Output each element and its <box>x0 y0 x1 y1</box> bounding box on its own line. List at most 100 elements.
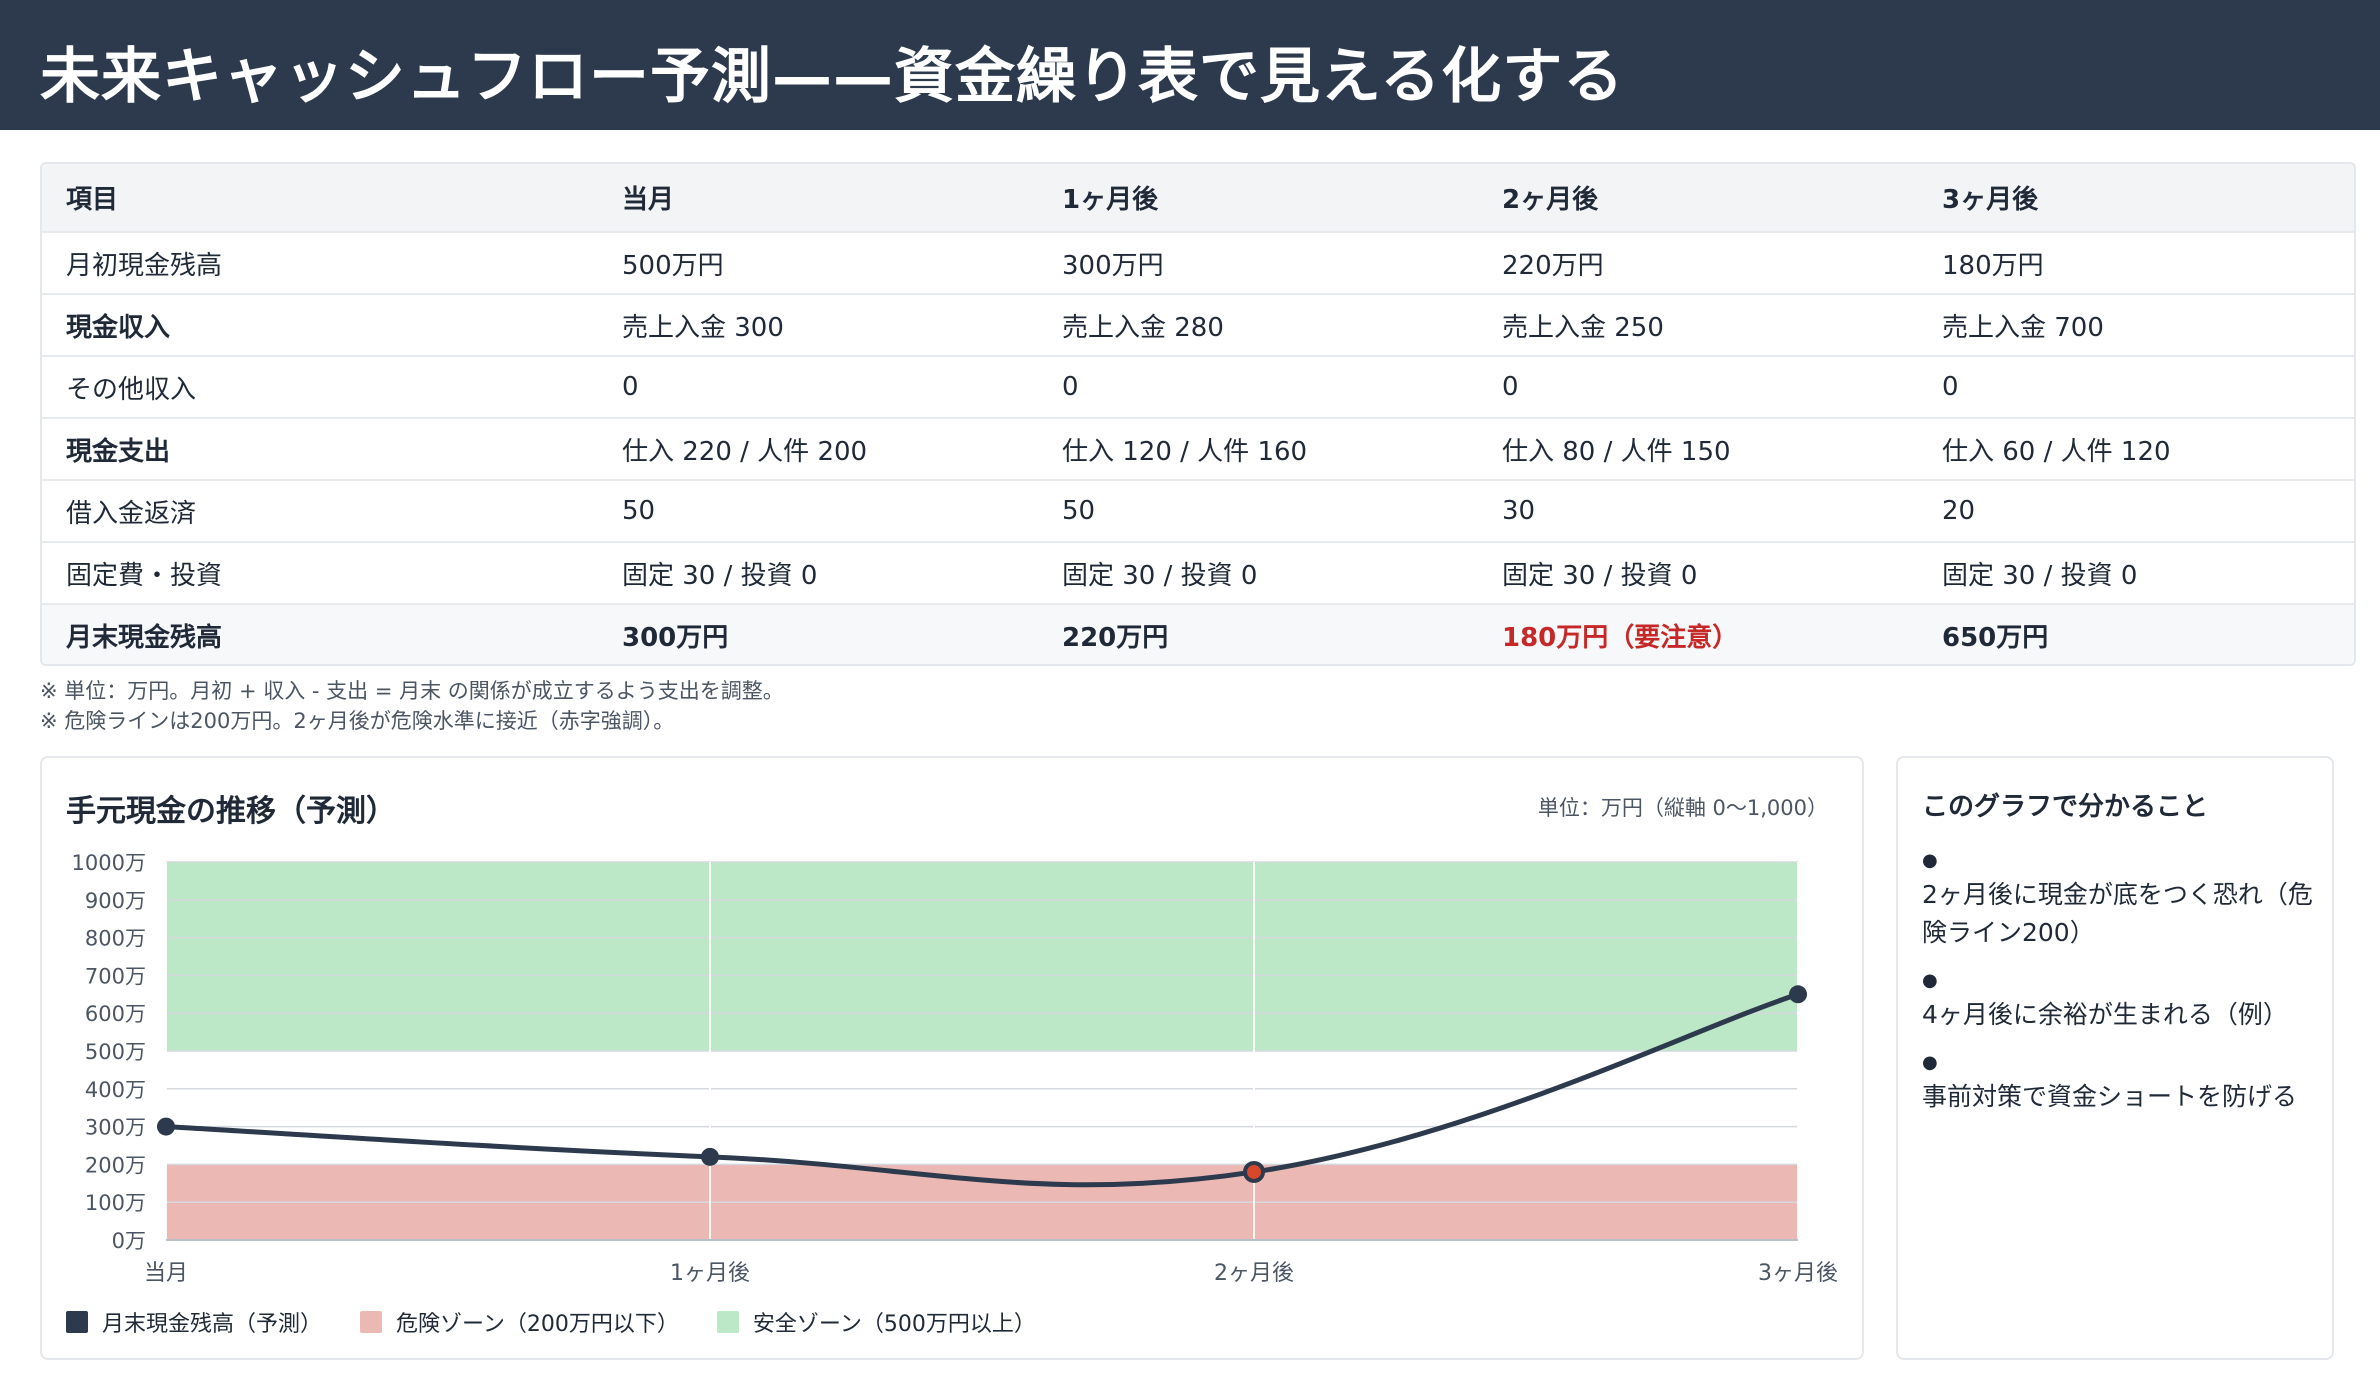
table-cell: 固定 30 / 投資 0 <box>1942 560 2138 591</box>
y-tick-label: 100万 <box>85 1191 146 1215</box>
chart-card: 0万 100万 200万 300万 400万 500万 600万 700万 800万 900万 10… <box>40 756 1864 1360</box>
table-cell: 0 <box>1062 372 1079 402</box>
table-row-other-income: その他収入 0 0 0 0 <box>42 356 2354 418</box>
note-unit: ※ 単位：万円。月初 + 収入 - 支出 = 月末 の関係が成立するよう支出を調… <box>40 679 784 703</box>
legend-item-safe: 安全ゾーン（500万円以上） <box>716 1306 1036 1338</box>
x-tick-label: 3ヶ月後 <box>1758 1261 1838 1286</box>
legend-item-series: 月末現金残高（予測） <box>66 1306 322 1338</box>
cash-trend-chart: 0万 100万 200万 300万 400万 500万 600万 700万 800万 900万 10… <box>72 851 1838 1286</box>
bullet-icon: ● <box>1922 850 1938 871</box>
insights-card: このグラフで分かること ● 2ヶ月後に現金が底をつく恐れ（危険ライン200） ● 4… <box>1896 756 2334 1360</box>
insight-text: 4ヶ月後に余裕が生まれる（例） <box>1922 1000 2288 1029</box>
table-cell: 220万円 <box>1062 623 1169 653</box>
legend-label-series: 月末現金残高（予測） <box>102 1312 323 1337</box>
bullet-icon: ● <box>1922 1052 1938 1073</box>
row-label: 現金収入 <box>66 312 171 343</box>
y-tick-label: 800万 <box>85 927 146 951</box>
table-cell: 500万円 <box>622 250 724 281</box>
row-label: 月末現金残高 <box>66 623 223 653</box>
data-point-warning <box>1243 1160 1265 1183</box>
data-point <box>1789 985 1807 1004</box>
table-cell: 仕入 120 / 人件 160 <box>1062 436 1308 467</box>
y-tick-label: 200万 <box>85 1153 146 1177</box>
table-cell: 固定 30 / 投資 0 <box>622 560 818 591</box>
legend-label-danger: 危険ゾーン（200万円以下） <box>396 1312 679 1337</box>
insights-title: このグラフで分かること <box>1922 792 2209 822</box>
row-label: 固定費・投資 <box>66 560 223 591</box>
table-row-opening-balance: 月初現金残高 500万円 300万円 220万円 180万円 <box>42 232 2354 294</box>
chart-title: 手元現金の推移（予測） <box>66 794 396 829</box>
legend-label-safe: 安全ゾーン（500万円以上） <box>752 1312 1036 1337</box>
y-tick-label: 0万 <box>112 1229 146 1253</box>
table-row-closing-balance: 月末現金残高 300万円 220万円 180万円（要注意） 650万円 <box>42 604 2354 664</box>
cashflow-table-container: 項目 当月 1ヶ月後 2ヶ月後 3ヶ月後 月初現金残高 500万円 300万円 … <box>40 162 2356 666</box>
page-title: 未来キャッシュフロー予測——資金繰り表で見える化する <box>40 42 1625 112</box>
y-tick-label: 900万 <box>85 889 146 913</box>
table-cell: 売上入金 300 <box>622 312 784 343</box>
x-tick-label: 当月 <box>144 1261 188 1286</box>
table-cell: 売上入金 700 <box>1942 312 2104 343</box>
cashflow-table: 項目 当月 1ヶ月後 2ヶ月後 3ヶ月後 月初現金残高 500万円 300万円 … <box>42 164 2354 664</box>
safe-zone-band <box>166 862 1798 1051</box>
table-cell: 固定 30 / 投資 0 <box>1062 560 1258 591</box>
page-header: 未来キャッシュフロー予測——資金繰り表で見える化する <box>0 0 2380 130</box>
table-cell: 仕入 60 / 人件 120 <box>1942 436 2171 467</box>
row-label: 月初現金残高 <box>66 250 223 281</box>
table-cell: 180万円 <box>1942 250 2044 281</box>
y-tick-label: 1000万 <box>72 851 146 875</box>
table-header-row: 項目 当月 1ヶ月後 2ヶ月後 3ヶ月後 <box>42 164 2354 232</box>
table-cell: 30 <box>1502 496 1536 526</box>
table-cell: 220万円 <box>1502 250 1604 281</box>
data-point <box>157 1117 175 1136</box>
table-row-cash-expense: 現金支出 仕入 220 / 人件 200 仕入 120 / 人件 160 仕入 … <box>42 418 2354 480</box>
insight-text: 事前対策で資金ショートを防げる <box>1922 1082 2298 1111</box>
table-notes: ※ 単位：万円。月初 + 収入 - 支出 = 月末 の関係が成立するよう支出を調… <box>40 676 784 736</box>
table-cell: 売上入金 250 <box>1502 312 1664 343</box>
table-cell: 20 <box>1942 496 1976 526</box>
table-cell: 0 <box>1502 372 1519 402</box>
x-tick-label: 2ヶ月後 <box>1214 1261 1294 1286</box>
row-label: その他収入 <box>66 374 197 405</box>
legend-swatch-safe <box>716 1311 739 1333</box>
table-row-loan-repayment: 借入金返済 50 50 30 20 <box>42 480 2354 542</box>
table-cell: 0 <box>1942 372 1959 402</box>
column-header-month-1: 1ヶ月後 <box>1062 185 1159 215</box>
y-tick-label: 500万 <box>85 1040 146 1064</box>
row-label: 借入金返済 <box>66 498 197 529</box>
legend-swatch-danger <box>360 1311 383 1333</box>
table-row-cash-income: 現金収入 売上入金 300 売上入金 280 売上入金 250 売上入金 700 <box>42 294 2354 356</box>
table-cell: 仕入 220 / 人件 200 <box>622 436 868 467</box>
bullet-icon: ● <box>1922 970 1938 991</box>
table-cell: 0 <box>622 372 639 402</box>
column-header-item: 項目 <box>66 185 119 215</box>
legend-item-danger: 危険ゾーン（200万円以下） <box>360 1306 679 1338</box>
insight-text: 2ヶ月後に現金が底をつく恐れ（危険ライン200） <box>1922 880 2313 947</box>
table-cell: 固定 30 / 投資 0 <box>1502 560 1698 591</box>
column-header-current: 当月 <box>622 185 675 215</box>
chart-legend: 月末現金残高（予測） 危険ゾーン（200万円以下） 安全ゾーン（500万円以上） <box>66 1306 1064 1338</box>
y-tick-label: 600万 <box>85 1002 146 1026</box>
y-tick-label: 300万 <box>85 1116 146 1140</box>
table-cell: 売上入金 280 <box>1062 312 1224 343</box>
insights-list: ● 2ヶ月後に現金が底をつく恐れ（危険ライン200） ● 4ヶ月後に余裕が生まれる（… <box>1922 846 2318 1130</box>
x-tick-label: 1ヶ月後 <box>670 1261 750 1286</box>
table-cell: 50 <box>1062 496 1096 526</box>
column-header-month-3: 3ヶ月後 <box>1942 185 2039 215</box>
table-cell: 300万円 <box>1062 250 1164 281</box>
legend-swatch-series <box>66 1311 88 1333</box>
list-item: ● 4ヶ月後に余裕が生まれる（例） <box>1922 966 2318 1034</box>
series-line <box>163 991 1801 1188</box>
table-row-fixed-investment: 固定費・投資 固定 30 / 投資 0 固定 30 / 投資 0 固定 30 /… <box>42 542 2354 604</box>
data-point <box>701 1147 719 1166</box>
table-cell: 650万円 <box>1942 623 2049 653</box>
table-cell: 300万円 <box>622 623 729 653</box>
table-cell-warning: 180万円（要注意） <box>1502 623 1739 653</box>
y-tick-label: 400万 <box>85 1078 146 1102</box>
table-cell: 50 <box>622 496 656 526</box>
table-cell: 仕入 80 / 人件 150 <box>1502 436 1731 467</box>
column-header-month-2: 2ヶ月後 <box>1502 185 1599 215</box>
list-item: ● 事前対策で資金ショートを防げる <box>1922 1048 2318 1116</box>
list-item: ● 2ヶ月後に現金が底をつく恐れ（危険ライン200） <box>1922 846 2318 952</box>
chart-unit-note: 単位：万円（縦軸 0〜1,000） <box>1537 796 1828 820</box>
note-danger-line: ※ 危険ラインは200万円。2ヶ月後が危険水準に接近（赤字強調）。 <box>40 709 675 733</box>
